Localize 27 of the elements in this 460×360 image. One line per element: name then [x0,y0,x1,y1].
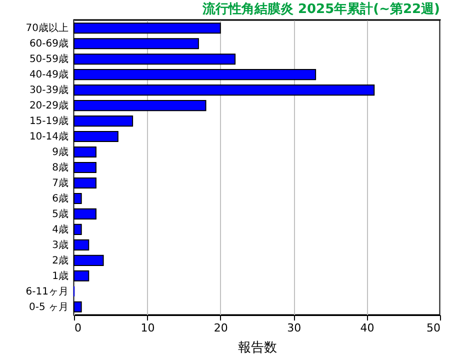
y-tick-label: 10-14歳 [29,130,68,143]
x-tick-label: 0 [74,322,82,334]
x-tick-label: 10 [140,322,155,334]
y-tick-label: 8歳 [52,162,68,174]
x-tick-label: 20 [214,322,228,334]
x-tick-label: 50 [426,322,440,334]
y-tick-label: 7歳 [52,176,68,189]
y-tick-label: 50-59歳 [29,53,68,66]
y-tick-label: 9歳 [52,146,68,158]
y-tick-label: 30-39歳 [29,84,68,96]
y-tick-label: 6歳 [52,192,68,204]
y-tick-label: 40-49歳 [29,68,68,81]
y-tick-label: 2歳 [52,254,68,266]
y-tick-label: 5歳 [52,208,68,220]
x-tick-label: 30 [287,322,302,334]
y-tick-label: 0-5 ヶ月 [28,302,68,313]
chart-title: 流行性角結膜炎 2025年累計(~第22週) [201,1,440,17]
x-axis-title: 報告数 [238,340,277,356]
y-tick-label: 3歳 [52,238,68,251]
y-tick-label: 4歳 [52,223,68,236]
y-tick-label: 15-19歳 [29,115,68,128]
x-tick-label: 40 [360,322,374,334]
y-tick-label: 6-11ヶ月 [26,286,68,298]
y-tick-label: 1歳 [52,270,68,282]
y-tick-label: 60-69歳 [29,38,68,50]
y-tick-label: 20-29歳 [29,100,68,112]
y-tick-label: 70歳以上 [26,22,68,34]
